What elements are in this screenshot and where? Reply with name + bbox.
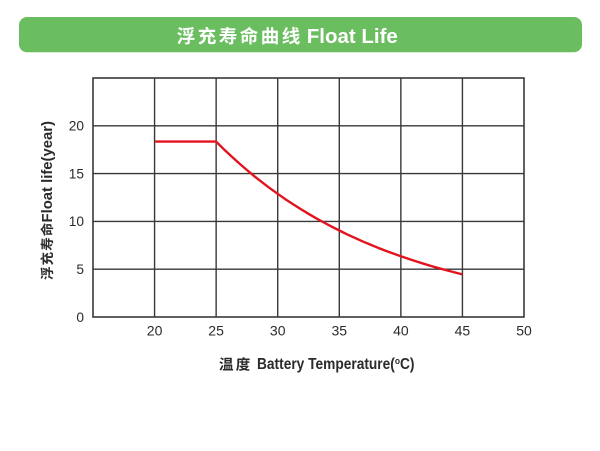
svg-text:50: 50	[516, 322, 532, 338]
svg-text:35: 35	[332, 322, 348, 338]
svg-text:Battery Temperature(oC): Battery Temperature(oC)	[257, 356, 415, 373]
svg-text:15: 15	[69, 166, 85, 181]
svg-text:Float life(year): Float life(year)	[40, 121, 56, 223]
svg-text:25: 25	[208, 322, 224, 338]
svg-text:20: 20	[69, 119, 85, 134]
svg-text:10: 10	[69, 214, 85, 229]
svg-text:40: 40	[393, 322, 409, 338]
svg-text:20: 20	[147, 322, 163, 338]
svg-text:Float Life: Float Life	[307, 25, 398, 48]
svg-text:45: 45	[455, 322, 471, 338]
svg-text:0: 0	[76, 310, 84, 325]
svg-text:5: 5	[76, 262, 84, 277]
svg-text:30: 30	[270, 322, 286, 338]
